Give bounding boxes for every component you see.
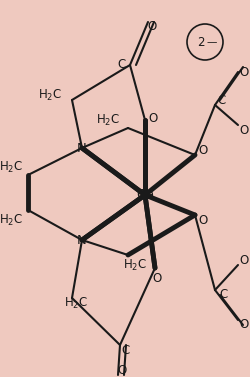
Text: O: O: [152, 271, 162, 285]
Text: C: C: [118, 58, 126, 72]
Text: H$_2$C: H$_2$C: [64, 296, 88, 311]
Text: O: O: [198, 213, 207, 227]
Text: C: C: [219, 288, 227, 302]
Text: H$_2$C: H$_2$C: [0, 159, 23, 175]
Text: N: N: [77, 233, 87, 247]
Text: O: O: [240, 124, 248, 136]
Text: O: O: [148, 20, 156, 34]
Text: Ca: Ca: [136, 188, 154, 202]
Text: O: O: [118, 363, 127, 377]
Text: H$_2$C: H$_2$C: [96, 112, 120, 127]
Text: H$_2$C: H$_2$C: [38, 87, 62, 103]
Text: O: O: [148, 112, 158, 124]
Text: N: N: [77, 141, 87, 155]
Text: H$_2$C: H$_2$C: [0, 213, 23, 228]
Text: O: O: [240, 253, 248, 267]
Text: —: —: [207, 37, 217, 47]
Text: H$_2$C: H$_2$C: [123, 257, 147, 273]
Text: 2: 2: [197, 35, 205, 49]
Text: C: C: [122, 343, 130, 357]
Text: C: C: [217, 93, 225, 106]
Text: O: O: [240, 66, 248, 78]
Text: O: O: [198, 144, 207, 156]
Text: O: O: [240, 319, 248, 331]
